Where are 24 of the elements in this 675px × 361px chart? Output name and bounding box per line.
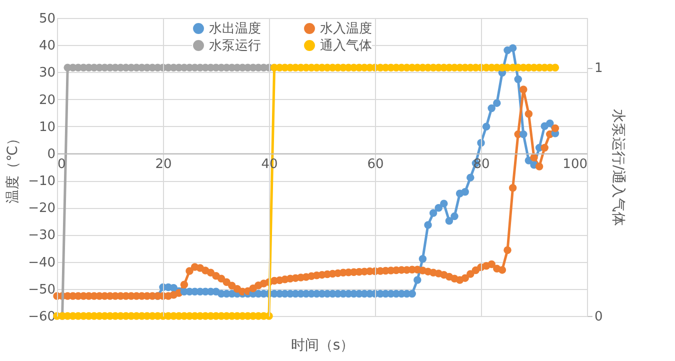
x-axis-title: 时间（s）	[290, 338, 354, 354]
y-tick-label: −40	[28, 255, 56, 270]
x-tick-label: 100	[562, 156, 588, 172]
y-tick-label: 0	[47, 146, 56, 162]
legend-label: 水泵运行	[209, 38, 261, 54]
legend-label: 通入气体	[320, 38, 372, 54]
y-tick-label: −30	[28, 228, 56, 244]
y2-axis-title: 水泵运行/通入气体	[610, 109, 626, 226]
y-tick-label: 20	[38, 92, 56, 108]
y-tick-label: −20	[28, 201, 56, 216]
x-tick-label: 60	[367, 156, 384, 172]
legend-label: 水入温度	[320, 20, 372, 37]
y-tick-label: −10	[28, 174, 56, 190]
y-axis-title: 温度（℃）	[5, 132, 22, 204]
y2-tick-label: 0	[594, 310, 603, 324]
y-tick-label: −50	[28, 282, 56, 298]
y-tick-label: 50	[38, 12, 56, 26]
y2-tick-label: 1	[594, 61, 603, 76]
y-tick-label: 10	[38, 120, 56, 135]
legend-label: 水出温度	[209, 20, 261, 37]
x-tick-label: 20	[155, 156, 172, 172]
y-tick-label: 30	[38, 66, 56, 81]
x-tick-label: 0	[58, 156, 66, 172]
y-tick-label: 40	[38, 38, 56, 54]
